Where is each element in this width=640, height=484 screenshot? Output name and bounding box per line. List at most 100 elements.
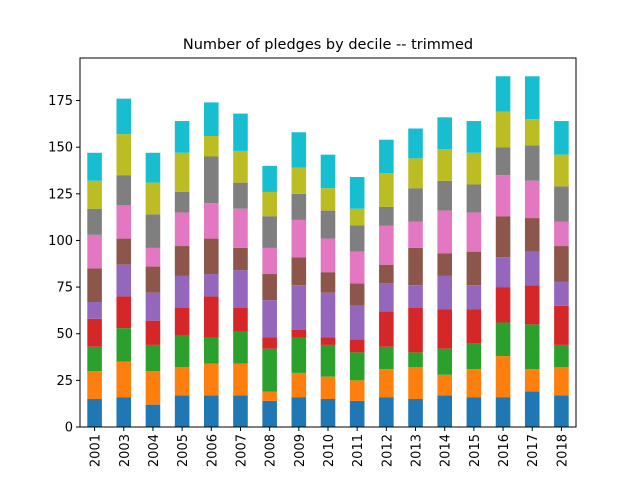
- bar-segment-2001-9: [87, 152, 102, 181]
- bar-segment-2001-1: [87, 371, 102, 400]
- bar-segment-2011-4: [349, 305, 365, 340]
- bar-segment-2014-5: [437, 253, 452, 276]
- bar-segment-2008-9: [262, 165, 277, 192]
- bar-segment-2015-0: [466, 397, 482, 427]
- bar-segment-2010-1: [320, 376, 336, 400]
- bar-segment-2016-8: [495, 111, 511, 148]
- bar-segment-2007-7: [233, 182, 248, 209]
- bar-segment-2014-2: [437, 348, 452, 375]
- bar-segment-2014-1: [437, 374, 452, 396]
- x-tick-label: 2009: [293, 434, 308, 467]
- x-tick-label: 2015: [468, 434, 483, 467]
- bar-segment-2012-4: [379, 283, 394, 312]
- bar-segment-2003-0: [116, 397, 132, 427]
- bar-segment-2005-1: [174, 367, 190, 396]
- bar-segment-2004-2: [145, 344, 161, 372]
- bar-segment-2009-1: [291, 372, 307, 398]
- bar-segment-2015-8: [466, 152, 482, 185]
- bar-segment-2001-6: [87, 234, 102, 269]
- bar-segment-2010-5: [320, 272, 336, 293]
- bar-segment-2005-8: [174, 152, 190, 192]
- bar-segment-2016-2: [495, 322, 511, 357]
- bar-segment-2015-6: [466, 212, 482, 252]
- bar-segment-2005-2: [174, 335, 190, 368]
- bar-segment-2004-9: [145, 152, 161, 183]
- bar-segment-2008-1: [262, 391, 277, 401]
- bar-segment-2012-6: [379, 225, 394, 265]
- bar-segment-2008-6: [262, 247, 277, 275]
- bar-segment-2012-3: [379, 311, 394, 347]
- bar-segment-2017-2: [524, 324, 540, 370]
- bar-segment-2005-5: [174, 246, 190, 276]
- bar-segment-2001-8: [87, 180, 102, 209]
- bar-segment-2003-4: [116, 264, 132, 297]
- bar-segment-2017-6: [524, 180, 540, 219]
- bar-segment-2018-6: [554, 221, 569, 247]
- bar-segment-2003-6: [116, 205, 132, 239]
- bar-segment-2006-7: [204, 156, 219, 204]
- bar-segment-2012-1: [379, 369, 394, 398]
- bar-segment-2011-6: [349, 251, 365, 284]
- bar-segment-2001-7: [87, 208, 102, 235]
- bar-segment-2005-0: [174, 395, 190, 427]
- bar-segment-2011-8: [349, 208, 365, 226]
- bar-segment-2008-7: [262, 216, 277, 248]
- bar-segment-2003-3: [116, 296, 132, 329]
- bar-segment-2007-2: [233, 331, 248, 364]
- bar-segment-2016-1: [495, 356, 511, 398]
- y-tick-label: 150: [48, 141, 73, 156]
- bar-segment-2003-9: [116, 98, 132, 135]
- bar-segment-2005-7: [174, 191, 190, 213]
- x-tick-label: 2013: [410, 434, 425, 467]
- bar-segment-2001-3: [87, 318, 102, 347]
- bar-segment-2013-8: [408, 158, 423, 189]
- bar-segment-2008-2: [262, 348, 277, 392]
- bar-segment-2009-5: [291, 257, 307, 286]
- bar-segment-2011-7: [349, 225, 365, 252]
- bar-segment-2018-5: [554, 246, 569, 282]
- bar-segment-2010-6: [320, 238, 336, 273]
- bar-segment-2003-2: [116, 328, 132, 362]
- bar-segment-2017-8: [524, 119, 540, 146]
- bar-segment-2007-5: [233, 247, 248, 271]
- bar-segment-2014-3: [437, 309, 452, 349]
- bar-segment-2007-0: [233, 395, 248, 427]
- bar-segment-2015-3: [466, 309, 482, 344]
- bar-segment-2010-7: [320, 210, 336, 239]
- bar-segment-2006-6: [204, 203, 219, 239]
- bar-segment-2016-4: [495, 257, 511, 288]
- bar-segment-2009-3: [291, 329, 307, 338]
- bar-segment-2009-6: [291, 219, 307, 258]
- x-tick-label: 2010: [322, 434, 337, 467]
- bar-segment-2004-4: [145, 292, 161, 321]
- bar-segment-2016-9: [495, 76, 511, 112]
- x-tick-label: 2003: [118, 434, 133, 467]
- bar-segment-2009-4: [291, 285, 307, 330]
- bar-segment-2010-9: [320, 154, 336, 189]
- axes-layer: 0 25 50 75 100 125 150 175 2001 2003 2004 2005 2006 2…: [48, 57, 577, 467]
- bar-segment-2013-2: [408, 352, 423, 368]
- bar-segment-2010-4: [320, 292, 336, 338]
- y-tick-label: 175: [48, 94, 73, 109]
- bar-segment-2018-3: [554, 305, 569, 345]
- bar-segment-2005-6: [174, 212, 190, 247]
- bar-segment-2005-3: [174, 307, 190, 336]
- bar-segment-2008-4: [262, 300, 277, 338]
- bar-segment-2007-8: [233, 150, 248, 183]
- x-tick-label: 2006: [205, 434, 220, 467]
- bar-segment-2014-8: [437, 149, 452, 181]
- bar-segment-2015-1: [466, 369, 482, 398]
- bar-segment-2018-4: [554, 281, 569, 306]
- x-tick-label: 2007: [234, 434, 249, 467]
- bar-segment-2006-5: [204, 238, 219, 275]
- bar-segment-2012-0: [379, 397, 394, 427]
- x-tick-label: 2005: [176, 434, 191, 467]
- bar-segment-2009-7: [291, 193, 307, 220]
- x-tick-label: 2012: [380, 434, 395, 467]
- bar-segment-2009-9: [291, 132, 307, 168]
- bar-segment-2003-1: [116, 361, 132, 398]
- bar-segment-2003-7: [116, 175, 132, 206]
- y-tick-label: 0: [65, 421, 73, 436]
